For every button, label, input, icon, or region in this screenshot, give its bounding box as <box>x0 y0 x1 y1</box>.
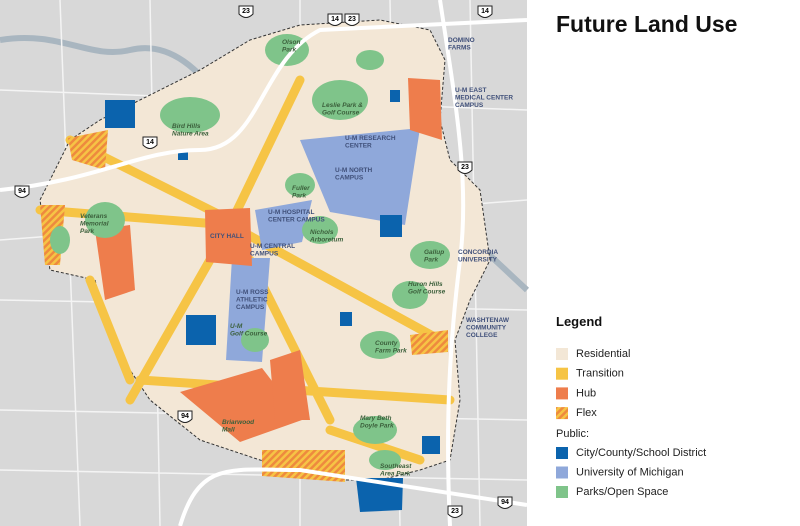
parks <box>50 34 450 470</box>
highway-shield <box>497 496 513 509</box>
highway-number: 14 <box>481 8 489 15</box>
map-label: CAMPUS <box>335 175 364 182</box>
highway-number: 14 <box>146 139 154 146</box>
legend-label: City/County/School District <box>576 447 706 459</box>
legend-swatch <box>556 387 568 400</box>
map-label: ATHLETIC <box>236 297 268 304</box>
map-label: Farm Park <box>375 348 407 355</box>
map-label: U-M CENTRAL <box>250 243 295 250</box>
legend-label: Hub <box>576 387 596 399</box>
map-label: Leslie Park & <box>322 102 363 109</box>
legend-label: Flex <box>576 407 597 419</box>
map-label: UNIVERSITY <box>458 257 498 264</box>
map-label: Arboretum <box>309 237 343 244</box>
map-label: CAMPUS <box>236 304 265 311</box>
legend-swatch <box>556 447 568 459</box>
highway-number: 94 <box>501 499 509 506</box>
highway-shield <box>477 5 493 18</box>
map-label: U-M NORTH <box>335 167 372 174</box>
map-label: WASHTENAW <box>466 317 510 324</box>
map-label: Huron Hills <box>408 281 443 288</box>
legend-swatch <box>556 407 568 420</box>
highway-shield <box>344 13 360 26</box>
map-label: Mary Beth <box>360 415 391 422</box>
highways <box>0 0 528 526</box>
highway-shield <box>327 13 343 26</box>
highway-number: 94 <box>181 413 189 420</box>
map-label: Golf Course <box>322 110 360 117</box>
map-label: U-M HOSPITAL <box>268 209 314 216</box>
map-label: Mall <box>222 427 235 434</box>
map-label: Golf Course <box>408 289 446 296</box>
highway-shields: 23 14 23 14 14 23 94 94 23 94 <box>14 5 513 518</box>
map-label: DOMINO <box>448 37 475 44</box>
highway-shield <box>238 5 254 18</box>
map-label: CITY HALL <box>210 233 244 240</box>
highway-shield <box>457 161 473 174</box>
legend-label: Residential <box>576 348 630 360</box>
city-county-school-areas <box>105 90 440 512</box>
map-label: Park <box>424 257 438 264</box>
highway-number: 14 <box>331 16 339 23</box>
map-label: U-M <box>230 323 243 330</box>
map-label: Briarwood <box>222 419 255 426</box>
highway-shield <box>14 185 30 198</box>
map-label: COMMUNITY <box>466 325 507 332</box>
hub-areas <box>95 78 442 442</box>
map-label: Park <box>282 47 296 54</box>
map-label: Olson <box>282 39 300 46</box>
map-label: U-M RESEARCH <box>345 135 396 142</box>
map-label: FARMS <box>448 45 471 52</box>
highway-shield <box>177 410 193 423</box>
map-label: Park <box>292 193 306 200</box>
map-label: Bird Hills <box>172 123 201 130</box>
map-label: COLLEGE <box>466 332 498 339</box>
legend-swatch <box>556 466 568 479</box>
map-label: U-M ROSS <box>236 289 269 296</box>
legend-title: Legend <box>556 314 602 329</box>
page-title: Future Land Use <box>556 11 737 37</box>
highway-shield <box>447 505 463 518</box>
map-label: CENTER CAMPUS <box>268 217 325 224</box>
highway-number: 94 <box>18 188 26 195</box>
map-label: CAMPUS <box>455 102 484 109</box>
highway-number: 23 <box>242 8 250 15</box>
legend-label: Transition <box>576 368 624 380</box>
legend-swatch <box>556 367 568 380</box>
legend-label: University of Michigan <box>576 466 684 478</box>
map-label: CONCORDIA <box>458 249 498 256</box>
legend-section-label: Public: <box>556 428 589 440</box>
map-label: Area Park <box>379 471 411 478</box>
map-label: MEDICAL CENTER <box>455 95 513 102</box>
highway-number: 23 <box>348 16 356 23</box>
legend-swatch <box>556 486 568 498</box>
legend-swatch <box>556 348 568 360</box>
map-label: Golf Course <box>230 331 268 338</box>
highway-number: 23 <box>451 508 459 515</box>
map-label: Memorial <box>80 221 109 228</box>
map-label: Park <box>80 228 94 235</box>
map-label: Nature Area <box>172 131 209 138</box>
map-label: Veterans <box>80 213 108 220</box>
map-label: Gallup <box>424 249 444 256</box>
map-label: U-M EAST <box>455 87 486 94</box>
highway-number: 23 <box>461 164 469 171</box>
highway-shield <box>142 136 158 149</box>
map-label: Fuller <box>292 185 310 192</box>
map-label: CAMPUS <box>250 251 279 258</box>
map-label: Nichols <box>310 229 334 236</box>
map-label: Southeast <box>380 463 412 470</box>
map-label: County <box>375 340 398 347</box>
university-areas <box>226 128 420 362</box>
map-label: Doyle Park <box>360 423 394 430</box>
legend-label: Parks/Open Space <box>576 486 668 498</box>
legend: Residential Transition Hub Flex Public: City/… <box>556 348 706 498</box>
map-label: CENTER <box>345 143 372 150</box>
